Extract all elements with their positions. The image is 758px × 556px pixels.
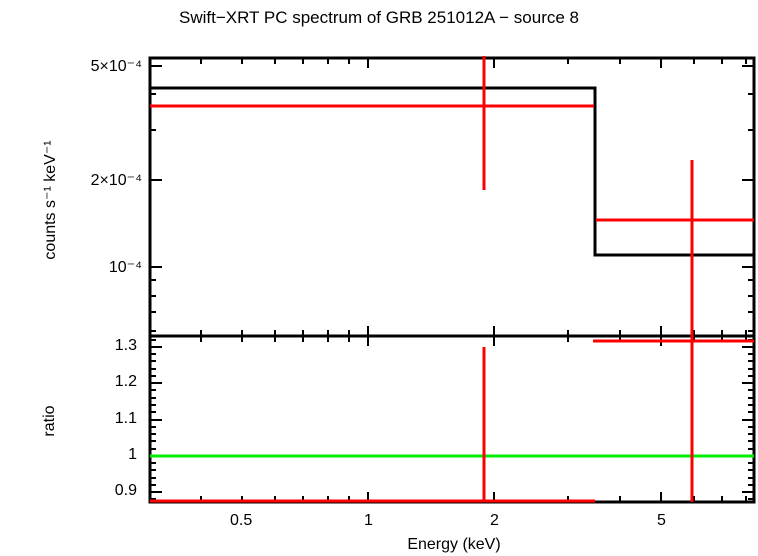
y-tick-label: 10⁻⁴: [108, 259, 142, 276]
y-tick-label: 5×10⁻⁴: [90, 58, 142, 75]
ratio-panel-frame: [148, 334, 756, 504]
y-tick-label: 0.9: [114, 482, 137, 499]
x-tick-label: 5: [657, 512, 666, 529]
model-line: [150, 86, 754, 257]
y-tick-label: 2×10⁻⁴: [90, 172, 142, 189]
y-tick-label: 1.2: [114, 373, 137, 390]
x-ticks: [200, 58, 747, 502]
spectrum-data: [150, 56, 754, 336]
ratio-data: [150, 336, 754, 503]
y-ticks-top: [150, 65, 754, 332]
x-tick-label: 0.5: [230, 512, 253, 529]
chart-title: Swift−XRT PC spectrum of GRB 251012A − s…: [178, 8, 579, 27]
x-tick-label: 2: [490, 512, 499, 529]
top-panel-frame: [148, 56, 756, 338]
y-tick-label: 1.3: [114, 337, 137, 354]
x-axis-label: Energy (keV): [407, 536, 501, 553]
y-tick-label: 1: [128, 446, 137, 463]
y-axis-label-bottom: ratio: [41, 405, 58, 437]
y-axis-label-top: counts s⁻¹ keV⁻¹: [42, 140, 59, 260]
y-ticks-bottom: [150, 339, 754, 500]
x-tick-label: 1: [364, 512, 373, 529]
y-tick-label: 1.1: [114, 410, 137, 427]
